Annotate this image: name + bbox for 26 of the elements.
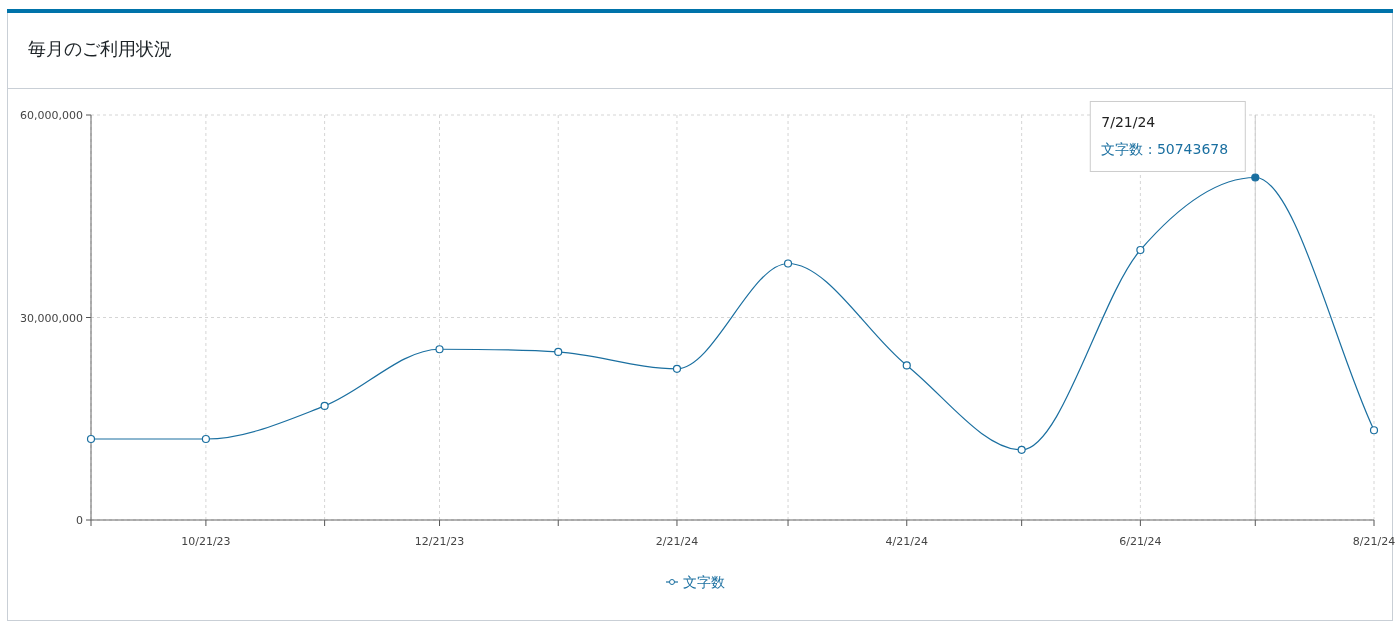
x-tick-label: 2/21/24 [655, 535, 699, 548]
point [86, 434, 96, 444]
point [435, 345, 444, 354]
x-tick-label: 6/21/24 [1119, 535, 1162, 548]
point [672, 364, 682, 373]
point [1017, 445, 1026, 454]
point [320, 401, 329, 411]
x-tick-label: 8/21/24 [1352, 535, 1396, 548]
point [201, 434, 210, 444]
legend: 文字数 [665, 574, 725, 590]
point [1136, 245, 1145, 255]
legend-label: 文字数 [683, 574, 725, 590]
point [1369, 426, 1379, 435]
y-tick-label: 60,000,000 [20, 109, 83, 122]
tooltip: 7/21/24 文字数 : 50743678 [1089, 101, 1246, 172]
point [1251, 173, 1260, 182]
x-tick-label: 12/21/23 [414, 535, 465, 548]
point [554, 347, 563, 357]
y-tick-label: 0 [76, 514, 83, 527]
annotation: 7/21/24 文字数 : 50743678 [1101, 114, 1229, 158]
x-tick-label: 4/21/24 [885, 535, 928, 548]
y-tick-label: 30,000,000 [20, 311, 83, 325]
point [783, 259, 793, 268]
point [902, 361, 911, 370]
x-tick-label: 10/21/23 [181, 535, 231, 548]
chart-title: 毎月のご利用状況 [28, 38, 172, 59]
